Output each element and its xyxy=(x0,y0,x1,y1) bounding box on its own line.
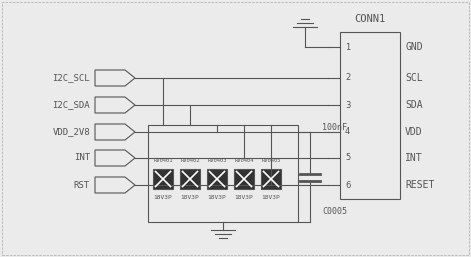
Text: RESET: RESET xyxy=(405,180,434,190)
Bar xyxy=(340,32,400,199)
Text: SCL: SCL xyxy=(405,73,422,83)
Text: RV0405: RV0405 xyxy=(261,158,281,163)
Text: 18V3P: 18V3P xyxy=(180,195,199,200)
Text: SDA: SDA xyxy=(405,100,422,110)
Text: I2C_SDA: I2C_SDA xyxy=(52,100,90,109)
Text: VDD_2V8: VDD_2V8 xyxy=(52,127,90,136)
Bar xyxy=(148,125,298,222)
Text: CONN1: CONN1 xyxy=(354,14,386,24)
Text: 1: 1 xyxy=(345,42,350,51)
Text: RV0402: RV0402 xyxy=(180,158,200,163)
Text: RV0403: RV0403 xyxy=(207,158,227,163)
Bar xyxy=(180,169,200,189)
Text: C0005: C0005 xyxy=(322,207,347,216)
Bar xyxy=(234,169,254,189)
Text: RV0401: RV0401 xyxy=(153,158,173,163)
Text: RST: RST xyxy=(74,180,90,189)
Text: RV0404: RV0404 xyxy=(234,158,254,163)
Text: 18V3P: 18V3P xyxy=(261,195,280,200)
Text: 18V3P: 18V3P xyxy=(208,195,227,200)
Bar xyxy=(207,169,227,189)
Text: 4: 4 xyxy=(345,127,350,136)
Text: GND: GND xyxy=(405,42,422,52)
Text: 2: 2 xyxy=(345,74,350,82)
Text: 18V3P: 18V3P xyxy=(235,195,253,200)
Text: INT: INT xyxy=(74,153,90,162)
Bar xyxy=(261,169,281,189)
Text: VDD: VDD xyxy=(405,127,422,137)
Text: 5: 5 xyxy=(345,153,350,162)
Text: 100nF: 100nF xyxy=(322,123,347,132)
Text: 18V3P: 18V3P xyxy=(154,195,172,200)
Text: INT: INT xyxy=(405,153,422,163)
Text: 6: 6 xyxy=(345,180,350,189)
Text: 3: 3 xyxy=(345,100,350,109)
Bar xyxy=(153,169,173,189)
Text: I2C_SCL: I2C_SCL xyxy=(52,74,90,82)
